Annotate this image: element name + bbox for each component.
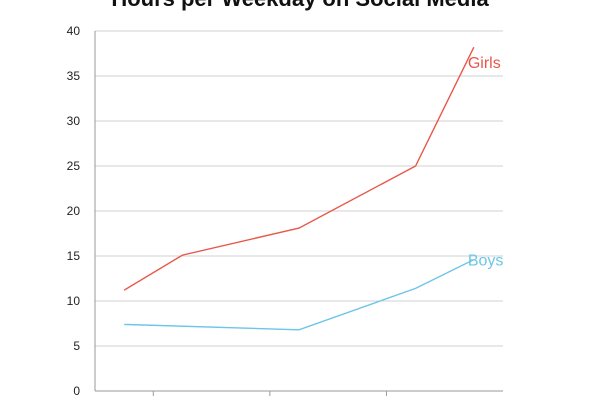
series-line-girls [123,46,475,291]
y-tick-label: 15 [67,249,81,263]
y-tick-label: 35 [67,69,81,83]
chart-title: Hours per Weekday on Social Media [0,0,600,12]
y-tick-label: 25 [67,159,81,173]
series-label-boys: Boys [468,253,504,270]
y-tick-label: 30 [67,114,81,128]
series-line-boys [124,258,475,331]
y-tick-label: 5 [73,339,80,353]
y-tick-label: 20 [67,204,81,218]
y-tick-label: 10 [67,294,81,308]
y-tick-label: 40 [67,24,81,38]
y-tick-label: 0 [73,384,80,398]
series-label-girls: Girls [468,55,501,72]
